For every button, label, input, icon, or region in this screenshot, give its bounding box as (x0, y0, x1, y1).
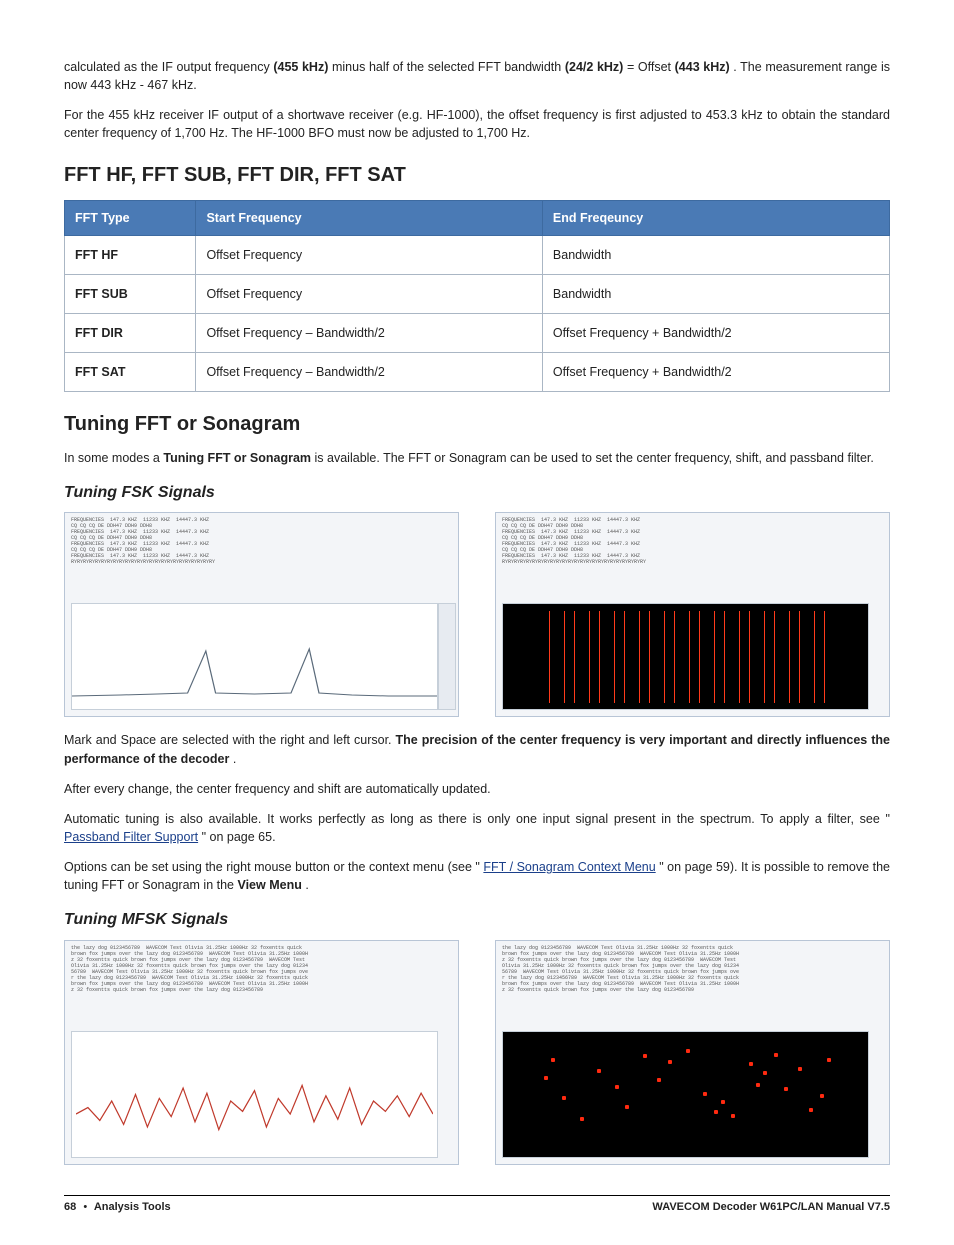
subheading-mfsk: Tuning MFSK Signals (64, 908, 890, 931)
fft-type-table: FFT Type Start Frequency End Freqeuncy F… (64, 200, 890, 393)
heading-fft-types: FFT HF, FFT SUB, FFT DIR, FFT SAT (64, 161, 890, 190)
text: calculated as the IF output frequency (64, 60, 273, 74)
text: . (233, 752, 236, 766)
text: Mark and Space are selected with the rig… (64, 733, 396, 747)
figure-plot (502, 603, 869, 710)
table-header: End Freqeuncy (542, 200, 889, 235)
link-passband-filter[interactable]: Passband Filter Support (64, 830, 198, 844)
footer-page-number: 68 (64, 1201, 76, 1213)
figure-mfsk-sonagram: the lazy dog 0123456789 WAVECOM Test Oli… (495, 940, 890, 1165)
table-cell: Offset Frequency (196, 235, 542, 274)
table-cell: Bandwidth (542, 274, 889, 313)
figure-decoded-text: the lazy dog 0123456789 WAVECOM Test Oli… (502, 945, 869, 1023)
figure-row-mfsk: the lazy dog 0123456789 WAVECOM Test Oli… (64, 940, 890, 1165)
figure-plot (502, 1031, 869, 1158)
figure-plot (71, 603, 438, 710)
subheading-fsk: Tuning FSK Signals (64, 481, 890, 504)
figure-decoded-text: the lazy dog 0123456789 WAVECOM Test Oli… (71, 945, 438, 1023)
table-cell: FFT HF (65, 235, 196, 274)
table-row: FFT SUBOffset FrequencyBandwidth (65, 274, 890, 313)
text: is available. The FFT or Sonagram can be… (315, 451, 874, 465)
text-bold: (455 kHz) (273, 60, 328, 74)
paragraph: Mark and Space are selected with the rig… (64, 731, 890, 767)
paragraph: Options can be set using the right mouse… (64, 858, 890, 894)
text: In some modes a (64, 451, 163, 465)
footer-product: WAVECOM Decoder W61PC/LAN Manual V7.5 (652, 1200, 890, 1216)
footer-section: Analysis Tools (94, 1201, 171, 1213)
text-bold: View Menu (237, 878, 301, 892)
paragraph: calculated as the IF output frequency (4… (64, 58, 890, 94)
text-bold: (443 kHz) (675, 60, 730, 74)
paragraph: After every change, the center frequency… (64, 780, 890, 798)
scatter-points (509, 1038, 862, 1151)
table-cell: Offset Frequency (196, 274, 542, 313)
figure-plot (71, 1031, 438, 1158)
table-cell: FFT SUB (65, 274, 196, 313)
figure-decoded-text: FREQUENCIES 147.3 KHZ 11233 KHZ 14447.3 … (502, 517, 869, 595)
figure-decoded-text: FREQUENCIES 147.3 KHZ 11233 KHZ 14447.3 … (71, 517, 438, 595)
table-cell: Offset Frequency – Bandwidth/2 (196, 353, 542, 392)
paragraph: In some modes a Tuning FFT or Sonagram i… (64, 449, 890, 467)
text: Automatic tuning is also available. It w… (64, 812, 890, 826)
table-cell: FFT SAT (65, 353, 196, 392)
table-header: Start Frequency (196, 200, 542, 235)
text-bold: Tuning FFT or Sonagram (163, 451, 311, 465)
table-cell: Bandwidth (542, 235, 889, 274)
paragraph: Automatic tuning is also available. It w… (64, 810, 890, 846)
text: . (305, 878, 308, 892)
text: Options can be set using the right mouse… (64, 860, 480, 874)
figure-row-fsk: FREQUENCIES 147.3 KHZ 11233 KHZ 14447.3 … (64, 512, 890, 717)
figure-sidebar (438, 603, 456, 710)
text: " on page 65. (202, 830, 276, 844)
table-row: FFT DIROffset Frequency – Bandwidth/2Off… (65, 313, 890, 352)
table-header: FFT Type (65, 200, 196, 235)
table-cell: Offset Frequency + Bandwidth/2 (542, 353, 889, 392)
table-cell: Offset Frequency + Bandwidth/2 (542, 313, 889, 352)
paragraph: For the 455 kHz receiver IF output of a … (64, 106, 890, 142)
text: minus half of the selected FFT bandwidth (332, 60, 565, 74)
heading-tuning: Tuning FFT or Sonagram (64, 410, 890, 439)
text: = Offset (627, 60, 675, 74)
text-bold: (24/2 kHz) (565, 60, 624, 74)
figure-mfsk-spectrum: the lazy dog 0123456789 WAVECOM Test Oli… (64, 940, 459, 1165)
table-row: FFT SATOffset Frequency – Bandwidth/2Off… (65, 353, 890, 392)
link-context-menu[interactable]: FFT / Sonagram Context Menu (483, 860, 655, 874)
page-footer: 68 • Analysis Tools WAVECOM Decoder W61P… (64, 1195, 890, 1216)
footer-separator: • (79, 1201, 91, 1213)
table-cell: Offset Frequency – Bandwidth/2 (196, 313, 542, 352)
table-row: FFT HFOffset FrequencyBandwidth (65, 235, 890, 274)
table-cell: FFT DIR (65, 313, 196, 352)
figure-fsk-sonagram: FREQUENCIES 147.3 KHZ 11233 KHZ 14447.3 … (495, 512, 890, 717)
figure-fsk-spectrum: FREQUENCIES 147.3 KHZ 11233 KHZ 14447.3 … (64, 512, 459, 717)
